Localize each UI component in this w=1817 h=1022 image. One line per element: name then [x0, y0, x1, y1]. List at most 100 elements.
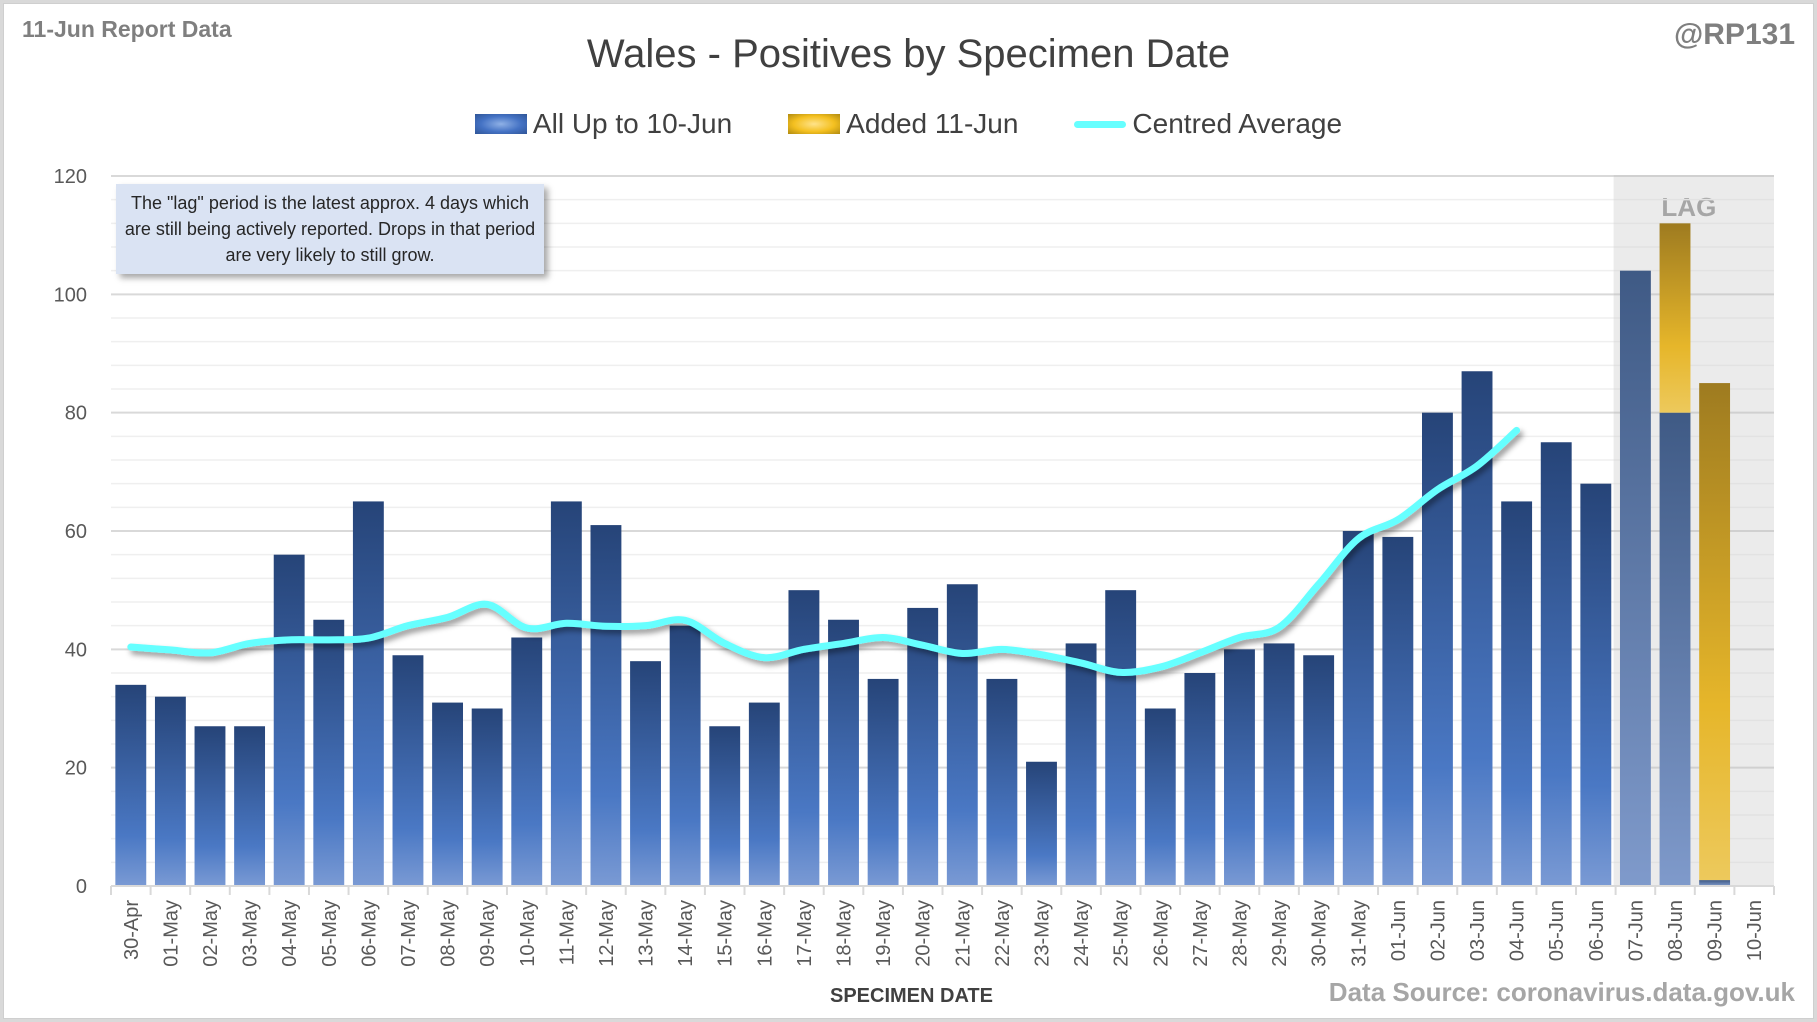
chart-title: Wales - Positives by Specimen Date: [586, 32, 1231, 76]
bar-all-up-to-16-May: [748, 702, 780, 886]
x-tick-label: 24-May: [1071, 900, 1093, 967]
x-tick-label: 30-May: [1309, 900, 1331, 967]
bar-all-up-to-05-Jun: [1540, 442, 1572, 886]
x-tick-label: 22-May: [992, 900, 1014, 967]
x-tick-label: 16-May: [754, 900, 776, 967]
x-tick-label: 11-May: [556, 900, 578, 965]
bar-all-up-to-02-May: [194, 726, 226, 886]
x-tick-label: 05-May: [319, 900, 341, 967]
bar-all-up-to-26-May: [1144, 708, 1176, 886]
x-tick-label: 25-May: [1111, 900, 1133, 967]
x-tick-label: 17-May: [794, 900, 816, 967]
bar-added-08-Jun: [1659, 223, 1691, 413]
y-tick-label: 0: [76, 876, 87, 898]
centred-average-line: [127, 426, 1521, 677]
bar-all-up-to-01-May: [154, 696, 186, 886]
author-handle: @RP131: [1674, 18, 1795, 51]
x-tick-label: 06-May: [358, 900, 380, 967]
bar-all-up-to-07-Jun: [1619, 270, 1651, 887]
x-tick-label: 18-May: [834, 900, 856, 967]
y-tick-label: 100: [54, 284, 87, 306]
bar-all-up-to-14-May: [669, 625, 701, 886]
average-line: [127, 426, 1521, 677]
y-tick-label: 80: [65, 403, 87, 425]
x-tick-label: 01-May: [160, 900, 182, 967]
bar-all-up-to-28-May: [1224, 649, 1255, 886]
x-tick-label: 26-May: [1150, 900, 1172, 967]
legend-label: All Up to 10-Jun: [532, 108, 733, 139]
x-tick-label: 08-May: [438, 900, 460, 967]
x-tick-label: 14-May: [675, 900, 697, 967]
y-tick-label: 120: [54, 166, 87, 188]
cyan-line-swatch-icon: [1074, 120, 1127, 128]
x-tick-label: 09-May: [477, 900, 499, 967]
bar-all-up-to-09-Jun: [1699, 880, 1731, 886]
y-tick-label: 40: [65, 639, 87, 661]
x-tick-label: 13-May: [636, 900, 658, 967]
gold-bar-swatch-icon: [788, 114, 841, 134]
x-tick-label: 03-May: [240, 900, 262, 967]
x-tick-label: 15-May: [715, 900, 737, 967]
blue-bar-swatch-icon: [474, 114, 527, 134]
y-tick-label: 20: [65, 758, 87, 780]
bar-all-up-to-12-May: [590, 525, 622, 886]
x-tick-label: 29-May: [1269, 900, 1291, 967]
bar-all-up-to-21-May: [946, 584, 978, 886]
x-tick-label: 10-Jun: [1744, 900, 1766, 961]
bar-all-up-to-09-May: [471, 708, 503, 886]
legend-item-average: Centred Average: [1074, 108, 1342, 140]
bar-all-up-to-19-May: [867, 678, 899, 886]
bar-all-up-to-31-May: [1342, 531, 1374, 886]
x-tick-label: 04-Jun: [1507, 900, 1529, 961]
legend: All Up to 10-Jun Added 11-Jun Centred Av…: [0, 108, 1817, 140]
x-tick-label: 21-May: [952, 900, 974, 967]
x-tick-label: 07-May: [398, 900, 420, 967]
bar-all-up-to-03-May: [234, 726, 266, 886]
bar-all-up-to-30-Apr: [115, 684, 147, 886]
legend-label: Added 11-Jun: [846, 108, 1019, 139]
x-tick-label: 03-Jun: [1467, 900, 1489, 961]
legend-item-added: Added 11-Jun: [788, 108, 1018, 140]
bar-all-up-to-01-Jun: [1382, 536, 1414, 886]
bar-all-up-to-04-May: [273, 554, 305, 886]
y-tick-label: 60: [65, 521, 87, 543]
x-tick-label: 31-May: [1348, 900, 1370, 967]
x-tick-label: 30-Apr: [121, 900, 143, 960]
legend-item-all-up-to: All Up to 10-Jun: [474, 108, 733, 140]
x-tick-label: 02-Jun: [1427, 900, 1449, 961]
x-tick-label: 10-May: [517, 900, 539, 967]
x-tick-label: 23-May: [1031, 900, 1053, 967]
x-tick-label: 09-Jun: [1705, 900, 1727, 961]
bar-all-up-to-08-May: [432, 702, 464, 886]
bar-all-up-to-07-May: [392, 655, 424, 886]
lag-explanation-note: The "lag" period is the latest approx. 4…: [116, 184, 544, 274]
bar-all-up-to-06-Jun: [1580, 483, 1612, 886]
x-tick-label: 08-Jun: [1665, 900, 1687, 961]
x-tick-label: 20-May: [913, 900, 935, 967]
x-tick-label: 06-Jun: [1586, 900, 1608, 961]
x-tick-label: 27-May: [1190, 900, 1212, 967]
bar-all-up-to-08-Jun: [1659, 412, 1691, 886]
x-tick-label: 28-May: [1229, 900, 1251, 967]
x-tick-label: 07-Jun: [1625, 900, 1647, 961]
bar-all-up-to-05-May: [313, 619, 345, 886]
bar-all-up-to-18-May: [828, 619, 859, 886]
data-source-label: Data Source: coronavirus.data.gov.uk: [1328, 977, 1795, 1007]
bar-all-up-to-13-May: [630, 661, 661, 886]
bar-added-09-Jun: [1699, 383, 1731, 881]
bar-all-up-to-04-Jun: [1501, 501, 1533, 886]
bar-all-up-to-06-May: [352, 501, 384, 886]
y-axis: 0 20 40 60 80 100 120: [54, 166, 87, 898]
bar-all-up-to-25-May: [1105, 590, 1137, 886]
x-axis: 30-Apr 01-May 02-May 03-May 04-May 05-May 06-M…: [110, 885, 1775, 967]
bar-all-up-to-23-May: [1026, 761, 1057, 886]
x-tick-label: 04-May: [279, 900, 301, 967]
bar-all-up-to-03-Jun: [1461, 371, 1493, 886]
lag-label: LAG: [1661, 192, 1716, 222]
x-tick-label: 12-May: [596, 900, 618, 967]
x-tick-label: 19-May: [873, 900, 895, 967]
bars: [115, 223, 1731, 887]
bar-all-up-to-24-May: [1065, 643, 1097, 886]
bar-all-up-to-22-May: [986, 678, 1018, 886]
